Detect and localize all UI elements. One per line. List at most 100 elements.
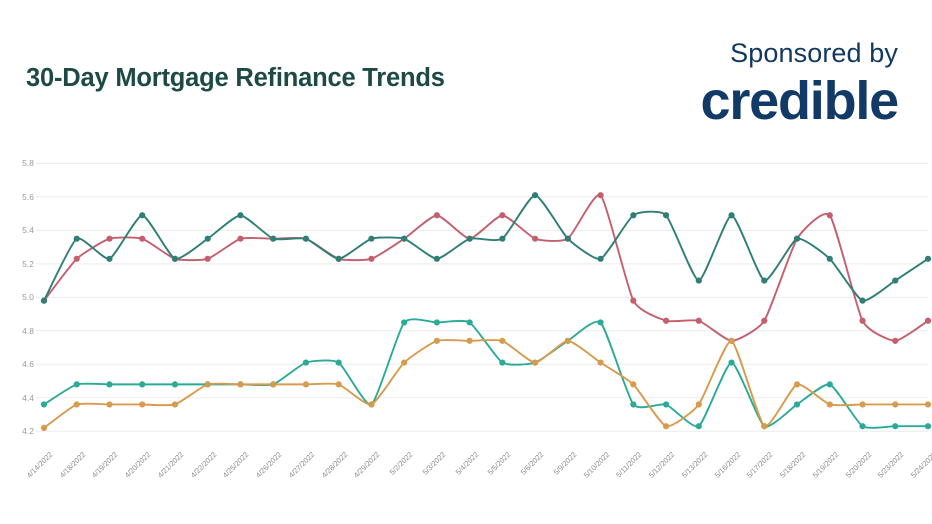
- series-data-point: [761, 317, 768, 324]
- series-data-point: [499, 359, 506, 366]
- x-axis-tick-label: 5/19/2022: [810, 450, 841, 480]
- x-axis-tick-label: 5/10/2022: [581, 450, 611, 480]
- series-data-point: [826, 255, 833, 262]
- series-data-point: [892, 277, 899, 284]
- series-data-point: [466, 319, 473, 326]
- page-title: 30-Day Mortgage Refinance Trends: [26, 64, 445, 92]
- series-data-point: [892, 401, 899, 408]
- series-data-point: [204, 255, 211, 262]
- series-data-point: [826, 212, 833, 219]
- series-data-point: [761, 423, 768, 430]
- y-axis-tick-label: 5.4: [22, 225, 34, 236]
- series-data-point: [139, 212, 146, 219]
- series-data-point: [237, 212, 244, 219]
- series-data-point: [302, 235, 310, 242]
- series-data-point: [499, 212, 506, 219]
- x-axis-tick-label: 5/20/2022: [843, 450, 873, 480]
- series-data-point: [40, 401, 48, 408]
- x-axis-tick-label: 4/21/2022: [155, 450, 186, 480]
- series-data-point: [106, 381, 113, 388]
- y-axis: 5.8 5.6 5.4 5.2 5.0 4.8 4.6 4.4 4.2: [0, 140, 40, 470]
- x-axis: 4/14/2022 4/18/2022 4/19/2022 4/20/2022 4/21…: [0, 450, 932, 524]
- chart-plot-area: 5.8 5.6 5.4 5.2 5.0 4.8 4.6 4.4 4.2 4/14/2022 4/1…: [0, 140, 932, 524]
- series-data-point: [597, 359, 604, 366]
- series-data-point: [728, 359, 735, 366]
- series-data-point: [924, 401, 932, 408]
- x-axis-tick-label: 4/25/2022: [221, 450, 251, 480]
- series-data-point: [335, 381, 342, 388]
- series-data-point: [630, 381, 637, 388]
- series-data-point: [433, 212, 440, 219]
- series-data-point: [73, 401, 80, 408]
- series-data-point: [695, 277, 702, 284]
- series-data-point: [335, 359, 342, 366]
- series-data-point: [302, 359, 310, 366]
- series-data-point: [859, 401, 866, 408]
- series-data-point: [793, 381, 801, 388]
- credible-logo: credible: [700, 71, 900, 131]
- x-axis-tick-label: 5/9/2022: [551, 450, 579, 477]
- x-axis-tick-label: 4/28/2022: [319, 450, 350, 480]
- x-axis-tick-label: 4/18/2022: [57, 450, 88, 480]
- series-data-point: [564, 337, 571, 344]
- series-data-point: [826, 401, 833, 408]
- y-axis-tick-label: 5.8: [22, 158, 34, 169]
- series-data-point: [597, 192, 604, 199]
- series-data-point: [532, 192, 539, 199]
- series-data-point: [433, 319, 440, 326]
- y-axis-tick-label: 5.2: [22, 258, 34, 269]
- series-data-point: [171, 255, 179, 262]
- y-axis-tick-label: 4.6: [22, 359, 34, 370]
- x-axis-tick-label: 5/13/2022: [679, 450, 710, 480]
- x-axis-tick-label: 5/6/2022: [518, 450, 546, 477]
- x-axis-tick-label: 5/23/2022: [875, 450, 906, 480]
- y-axis-tick-label: 5.6: [22, 191, 34, 202]
- series-data-point: [401, 235, 408, 242]
- series-data-point: [859, 423, 866, 430]
- series-data-point: [924, 317, 932, 324]
- series-data-point: [40, 424, 48, 432]
- series-line: [43, 194, 929, 302]
- series-data-point: [204, 235, 211, 242]
- x-axis-tick-label: 5/3/2022: [420, 450, 448, 477]
- series-data-point: [204, 381, 211, 388]
- series-line: [43, 339, 929, 429]
- series-data-point: [237, 381, 244, 388]
- x-axis-tick-label: 4/26/2022: [253, 450, 284, 480]
- x-axis-tick-label: 4/27/2022: [286, 450, 317, 480]
- chart-series: [43, 339, 929, 429]
- x-axis-tick-label: 4/19/2022: [90, 450, 120, 480]
- series-data-point: [73, 381, 80, 388]
- series-data-point: [499, 235, 506, 242]
- series-data-point: [924, 255, 932, 262]
- series-data-point: [237, 235, 244, 242]
- chart-header: 30-Day Mortgage Refinance Trends Sponsor…: [0, 0, 932, 150]
- series-line: [43, 194, 929, 342]
- series-data-point: [401, 359, 408, 366]
- y-axis-tick-label: 4.4: [22, 392, 34, 403]
- series-data-point: [401, 319, 408, 326]
- chart-series: [43, 318, 929, 429]
- x-axis-tick-label: 5/5/2022: [486, 450, 513, 477]
- x-axis-tick-label: 5/16/2022: [712, 450, 742, 480]
- series-data-point: [335, 255, 342, 262]
- x-axis-tick-label: 5/4/2022: [453, 450, 480, 477]
- series-data-point: [859, 317, 866, 324]
- y-axis-tick-label: 5.0: [22, 292, 34, 303]
- series-data-point: [302, 381, 310, 388]
- series-data-point: [532, 359, 539, 366]
- series-data-point: [532, 235, 539, 242]
- series-data-point: [892, 423, 899, 430]
- x-axis-tick-label: 5/18/2022: [777, 450, 808, 480]
- series-data-point: [466, 337, 473, 344]
- series-data-point: [924, 423, 932, 430]
- series-data-point: [171, 381, 179, 388]
- series-data-point: [73, 255, 80, 262]
- x-axis-tick-label: 4/22/2022: [188, 450, 219, 480]
- series-data-point: [139, 401, 146, 408]
- x-axis-tick-label: 5/11/2022: [614, 450, 644, 480]
- series-data-point: [270, 381, 277, 388]
- x-axis-tick-label: 5/24/2022: [908, 450, 932, 480]
- chart-series: [43, 194, 929, 302]
- series-data-point: [597, 319, 604, 326]
